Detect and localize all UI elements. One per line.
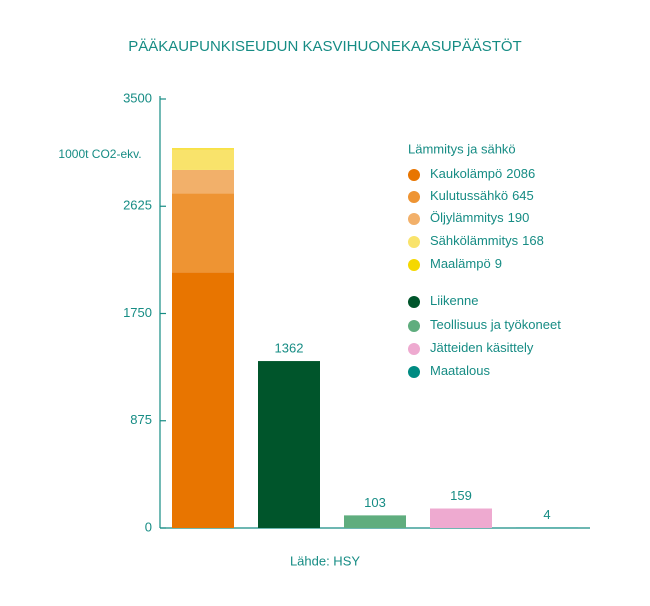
bar-segment <box>172 272 234 528</box>
legend-marker <box>408 366 420 378</box>
legend-name: Liikenne <box>430 293 478 308</box>
legend-label: Maatalous <box>430 363 490 378</box>
y-tick-label: 875 <box>130 412 152 427</box>
bar-segment <box>172 148 234 150</box>
bar-segment <box>172 169 234 194</box>
legend-value: 9 <box>495 256 502 271</box>
legend-label: Öljylämmitys 190 <box>430 210 529 225</box>
legend-name: Öljylämmitys <box>430 210 504 225</box>
legend-label: Maalämpö 9 <box>430 256 502 271</box>
legend-title: Lämmitys ja sähkö <box>408 141 516 156</box>
y-tick-label: 1750 <box>123 305 152 320</box>
legend-label: Kaukolämpö 2086 <box>430 166 535 181</box>
y-tick-label: 3500 <box>123 90 152 105</box>
legend-name: Kulutussähkö <box>430 188 508 203</box>
legend-name: Jätteiden käsittely <box>430 340 534 355</box>
legend-marker <box>408 343 420 355</box>
legend-marker <box>408 296 420 308</box>
legend-name: Kaukolämpö <box>430 166 502 181</box>
data-label: 159 <box>450 488 472 503</box>
legend-value: 190 <box>508 210 530 225</box>
legend-name: Maalämpö <box>430 256 491 271</box>
y-tick-label: 0 <box>145 519 152 534</box>
legend-marker <box>408 169 420 181</box>
bar-segment <box>344 515 406 528</box>
legend-marker <box>408 191 420 203</box>
legend-marker <box>408 320 420 332</box>
legend-value: 168 <box>522 233 544 248</box>
bar-segment <box>172 193 234 273</box>
legend-label: Sähkölämmitys 168 <box>430 233 544 248</box>
chart-title: PÄÄKAUPUNKISEUDUN KASVIHUONEKAASUPÄÄSTÖT <box>128 37 521 55</box>
bar-segment <box>258 361 320 528</box>
bar-segment <box>172 149 234 170</box>
legend-name: Maatalous <box>430 363 490 378</box>
legend-label: Liikenne <box>430 293 478 308</box>
bar-segment <box>430 508 492 528</box>
data-label: 103 <box>364 495 386 510</box>
legend-marker <box>408 236 420 248</box>
legend-value: 2086 <box>506 166 535 181</box>
legend-name: Teollisuus ja työkoneet <box>430 317 561 332</box>
legend-label: Kulutussähkö 645 <box>430 188 534 203</box>
legend-value: 645 <box>512 188 534 203</box>
legend-name: Sähkölämmitys <box>430 233 519 248</box>
legend-marker <box>408 213 420 225</box>
y-tick-label: 2625 <box>123 198 152 213</box>
data-label: 1362 <box>275 340 304 355</box>
y-axis-label: 1000t CO2-ekv. <box>58 147 141 161</box>
source: Lähde: HSY <box>290 553 360 568</box>
legend-marker <box>408 259 420 271</box>
legend-label: Jätteiden käsittely <box>430 340 534 355</box>
data-label: 4 <box>543 507 550 522</box>
legend-label: Teollisuus ja työkoneet <box>430 317 561 332</box>
